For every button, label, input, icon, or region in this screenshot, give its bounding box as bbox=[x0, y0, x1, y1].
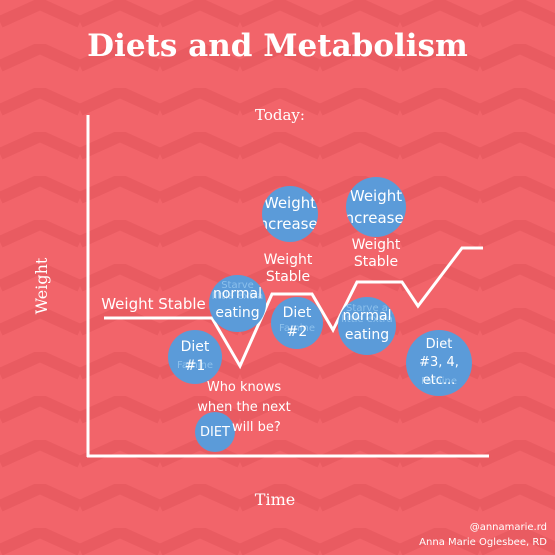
x-axis-label: Time bbox=[254, 490, 296, 509]
normal-eating-text-1: "normal" eating bbox=[209, 285, 266, 321]
weight-stable-label-3: Weight Stable bbox=[351, 237, 401, 270]
normal-eating-bubble-1: Starve little extra "normal" eating bbox=[209, 275, 266, 332]
starve-ghost-text-1: Starve little extra bbox=[211, 280, 264, 302]
diet-3-bubble: Famine Diet #3, 4, etc... bbox=[406, 330, 472, 396]
page-title: Diets and Metabolism bbox=[87, 28, 468, 64]
diet-1-text: Diet #1 bbox=[180, 339, 210, 374]
starve-ghost-text-2: Starve a little extra bbox=[341, 303, 393, 325]
weight-increases-text-1: Weight increases bbox=[262, 194, 318, 233]
famine-ghost-text-2: Famine bbox=[279, 323, 315, 334]
diet-2-text: Diet #2 bbox=[282, 305, 312, 340]
diet-2-bubble: Famine Diet #2 bbox=[271, 297, 323, 349]
today-label: Today: bbox=[255, 106, 305, 124]
diet-3-text: Diet #3, 4, etc... bbox=[419, 337, 459, 388]
famine-ghost-text-3: Famine bbox=[421, 376, 457, 387]
weight-increases-bubble-2: Weight increases bbox=[346, 177, 406, 237]
weight-trend-line bbox=[104, 246, 483, 370]
weight-stable-label-1: Weight Stable bbox=[101, 295, 206, 313]
normal-eating-text-2: "normal" eating bbox=[338, 308, 396, 343]
credit-name: Anna Marie Oglesbee, RD bbox=[419, 537, 547, 548]
weight-increases-bubble-1: Weight increases bbox=[262, 186, 318, 242]
credit-handle: @annamarie.rd bbox=[469, 522, 547, 533]
y-axis-label: Weight bbox=[32, 257, 51, 315]
weight-stable-label-2: Weight Stable bbox=[263, 252, 313, 285]
diet-1-bubble: Famine Diet #1 bbox=[168, 330, 222, 384]
who-knows-text: Who knows when the next will be? bbox=[197, 380, 291, 435]
diet-next-bubble: DIET bbox=[195, 412, 235, 452]
normal-eating-bubble-2: Starve a little extra "normal" eating bbox=[338, 297, 396, 355]
weight-increases-text-2: Weight increases bbox=[346, 187, 406, 227]
diet-next-text: DIET bbox=[200, 424, 230, 440]
famine-ghost-text-1: Famine bbox=[177, 360, 213, 371]
